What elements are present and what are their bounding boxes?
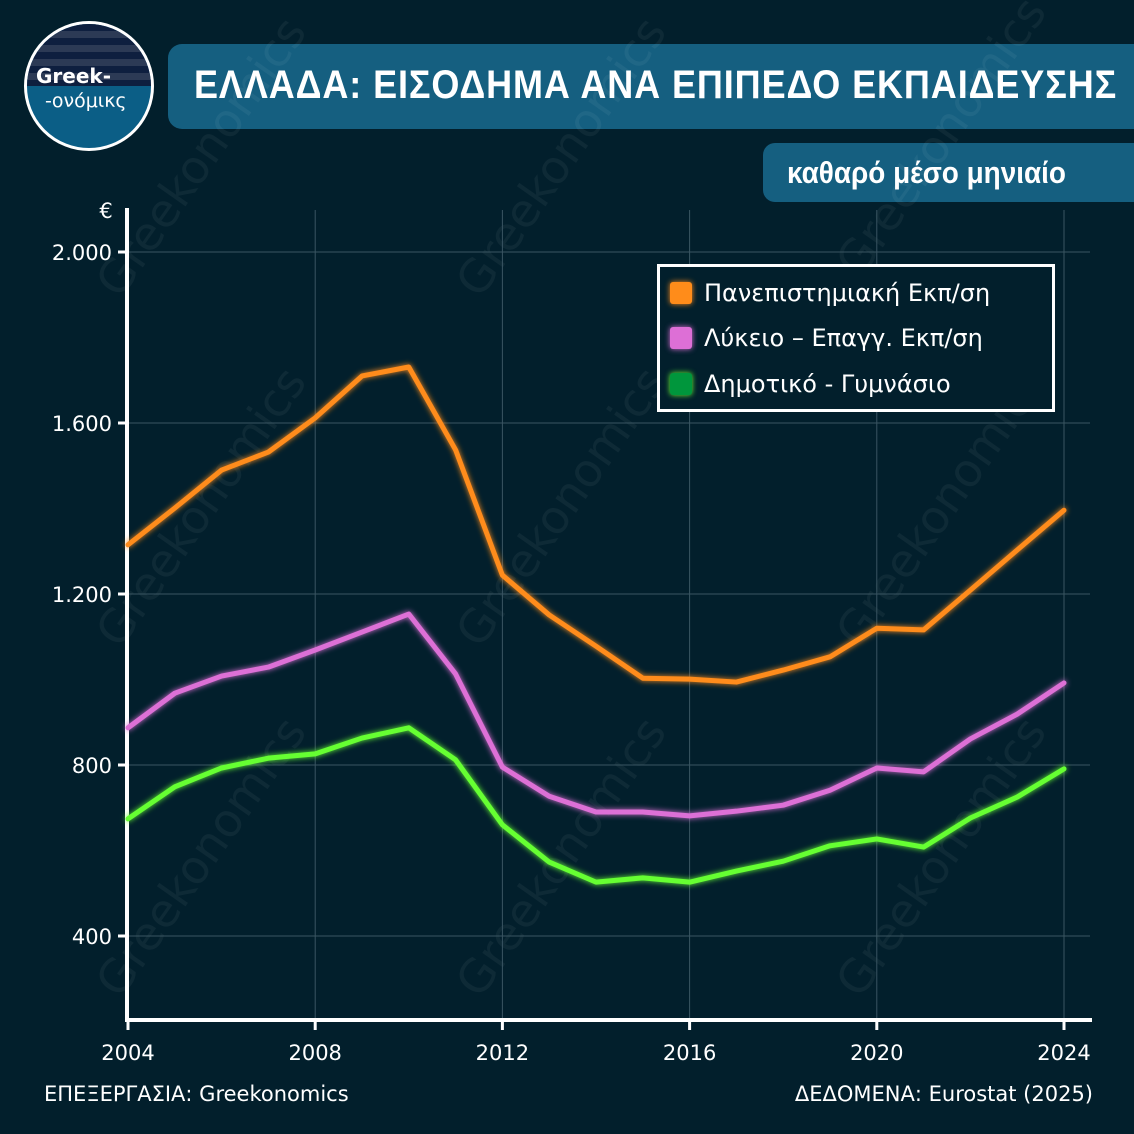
series-line-0: [125, 364, 1067, 685]
watermark: Greekonomics: [85, 357, 317, 656]
legend-swatch: [670, 373, 692, 395]
legend: Πανεπιστημιακή Εκπ/ση Λύκειο – Επαγγ. Εκ…: [657, 264, 1055, 412]
watermark: Greekonomics: [445, 357, 677, 656]
x-tick-label: 2024: [1037, 1041, 1090, 1065]
series-line-1: [125, 611, 1067, 819]
y-tick-label: 1.600: [52, 412, 112, 436]
legend-item-primary: Δημοτικό - Γυμνάσιο: [670, 370, 951, 398]
x-tick-label: 2004: [101, 1041, 154, 1065]
legend-swatch: [670, 282, 692, 304]
watermark: Greekonomics: [825, 0, 1057, 286]
series-line-2: [125, 725, 1067, 885]
greekonomics-logo: Greek- -ονόμικς: [24, 21, 154, 151]
logo-text-2: -ονόμικς: [45, 90, 127, 112]
y-tick-label: 800: [72, 754, 112, 778]
chart-subtitle: καθαρό μέσο μηνιαίο: [787, 155, 1066, 190]
y-axis-label: €: [99, 199, 112, 223]
logo-text-1: Greek-: [36, 64, 112, 88]
legend-label: Λύκειο – Επαγγ. Εκπ/ση: [704, 324, 983, 352]
x-tick-label: 2020: [850, 1041, 903, 1065]
watermark: Greekonomics: [85, 7, 317, 306]
legend-swatch: [670, 327, 692, 349]
greek-flag-icon: [27, 24, 151, 86]
watermark: Greekonomics: [445, 707, 677, 1006]
x-tick-label: 2016: [663, 1041, 716, 1065]
footer-source: ΔΕΔΟΜΕΝΑ: Eurostat (2025): [794, 1082, 1093, 1106]
x-tick-label: 2008: [288, 1041, 341, 1065]
subtitle-banner: καθαρό μέσο μηνιαίο: [763, 143, 1134, 202]
chart-title: ΕΛΛΑΔΑ: ΕΙΣΟΔΗΜΑ ΑΝΑ ΕΠΙΠΕΔΟ ΕΚΠΑΙΔΕΥΣΗΣ: [194, 63, 1118, 107]
y-tick-label: 1.200: [52, 583, 112, 607]
watermark: Greekonomics: [85, 707, 317, 1006]
watermark: Greekonomics: [825, 707, 1057, 1006]
watermark: Greekonomics: [445, 7, 677, 306]
y-tick-label: 400: [72, 925, 112, 949]
title-banner: ΕΛΛΑΔΑ: ΕΙΣΟΔΗΜΑ ΑΝΑ ΕΠΙΠΕΔΟ ΕΚΠΑΙΔΕΥΣΗΣ: [168, 44, 1134, 129]
legend-item-university: Πανεπιστημιακή Εκπ/ση: [670, 279, 990, 307]
legend-label: Δημοτικό - Γυμνάσιο: [704, 370, 951, 398]
legend-label: Πανεπιστημιακή Εκπ/ση: [704, 279, 991, 307]
footer-processing: ΕΠΕΞΕΡΓΑΣΙΑ: Greekonomics: [44, 1082, 349, 1106]
legend-item-lyceum: Λύκειο – Επαγγ. Εκπ/ση: [670, 324, 983, 352]
x-tick-label: 2012: [476, 1041, 529, 1065]
y-tick-label: 2.000: [52, 241, 112, 265]
